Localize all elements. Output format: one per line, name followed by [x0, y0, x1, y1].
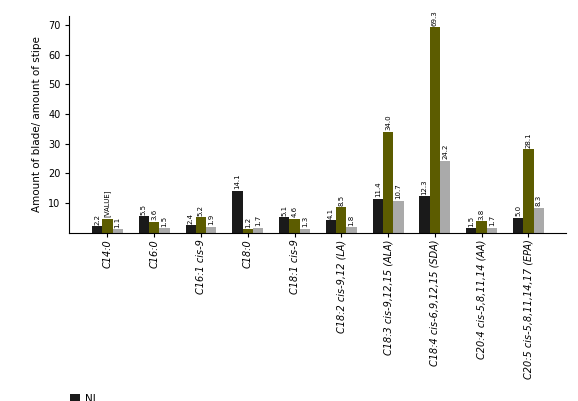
Text: 12.3: 12.3: [421, 179, 428, 194]
Text: 24.2: 24.2: [442, 144, 448, 159]
Text: 2.2: 2.2: [94, 214, 100, 225]
Bar: [92, 226, 102, 233]
Bar: [113, 229, 123, 233]
Text: 4.6: 4.6: [291, 207, 298, 217]
Bar: [243, 229, 253, 233]
Text: 5.1: 5.1: [281, 205, 287, 216]
Bar: [476, 221, 487, 233]
Bar: [336, 207, 346, 233]
Bar: [373, 199, 383, 233]
Y-axis label: Amount of blade/ amount of stipe: Amount of blade/ amount of stipe: [32, 36, 42, 212]
Text: 1.8: 1.8: [349, 215, 354, 226]
Bar: [420, 196, 429, 233]
Bar: [299, 229, 310, 233]
Text: 5.2: 5.2: [198, 205, 204, 216]
Text: 14.1: 14.1: [235, 174, 240, 189]
Bar: [206, 227, 216, 233]
Bar: [487, 227, 497, 233]
Text: 10.7: 10.7: [395, 184, 401, 199]
Bar: [513, 218, 523, 233]
Legend: NL, FFA, PL: NL, FFA, PL: [69, 394, 103, 401]
Bar: [279, 217, 290, 233]
Text: 34.0: 34.0: [385, 115, 391, 130]
Text: 11.4: 11.4: [375, 182, 381, 197]
Bar: [326, 221, 336, 233]
Bar: [346, 227, 357, 233]
Bar: [523, 149, 533, 233]
Text: 1.7: 1.7: [489, 215, 495, 226]
Bar: [253, 227, 263, 233]
Bar: [290, 219, 299, 233]
Bar: [393, 201, 403, 233]
Text: 8.5: 8.5: [338, 195, 344, 206]
Text: 2.4: 2.4: [188, 213, 194, 224]
Bar: [232, 191, 243, 233]
Bar: [186, 225, 196, 233]
Bar: [440, 161, 450, 233]
Bar: [466, 228, 476, 233]
Text: 3.8: 3.8: [479, 209, 484, 220]
Bar: [102, 219, 113, 233]
Text: 1.7: 1.7: [255, 215, 261, 226]
Text: 1.9: 1.9: [208, 214, 214, 225]
Text: 69.3: 69.3: [432, 10, 438, 26]
Text: 8.3: 8.3: [536, 195, 542, 207]
Text: 1.5: 1.5: [468, 215, 475, 227]
Bar: [160, 228, 169, 233]
Text: 5.0: 5.0: [515, 205, 521, 216]
Text: 3.6: 3.6: [151, 209, 157, 221]
Text: 28.1: 28.1: [525, 132, 531, 148]
Text: 4.1: 4.1: [328, 208, 334, 219]
Bar: [429, 27, 440, 233]
Bar: [383, 132, 393, 233]
Text: 1.2: 1.2: [244, 217, 251, 227]
Text: 1.3: 1.3: [302, 216, 308, 227]
Text: [VALUE]: [VALUE]: [104, 190, 111, 217]
Bar: [196, 217, 206, 233]
Text: 1.5: 1.5: [161, 215, 168, 227]
Text: 1.1: 1.1: [114, 217, 121, 228]
Bar: [139, 216, 149, 233]
Text: 5.5: 5.5: [141, 204, 147, 215]
Bar: [533, 208, 544, 233]
Bar: [149, 222, 160, 233]
